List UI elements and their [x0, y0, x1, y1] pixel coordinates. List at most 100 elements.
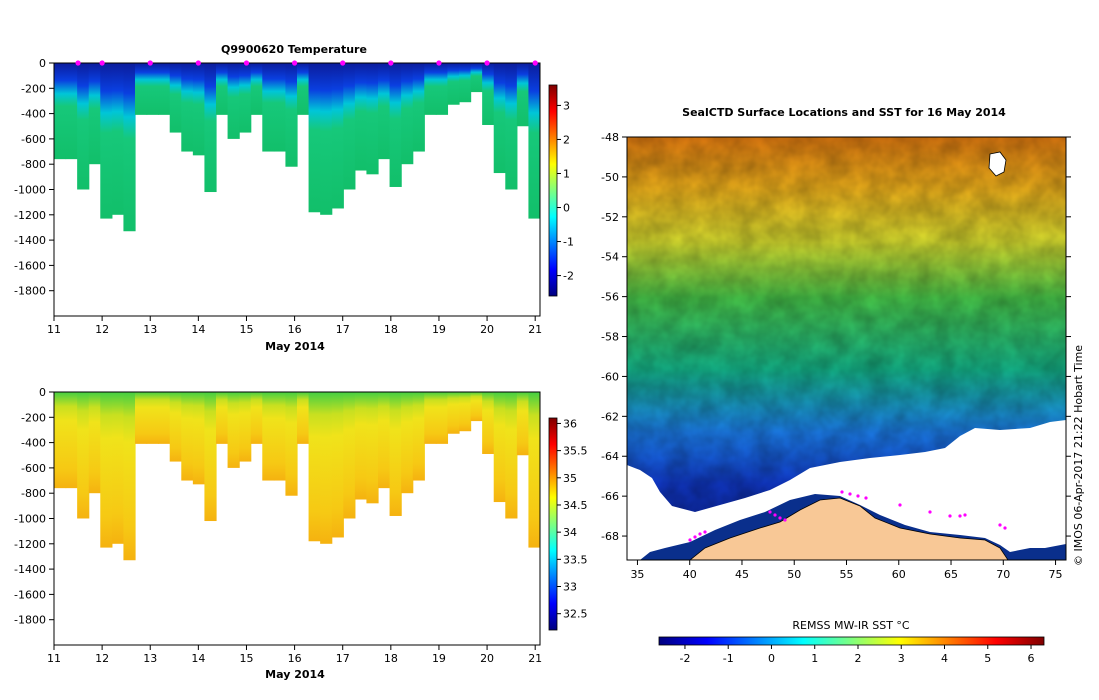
sst-colorbar-label: 3: [898, 652, 905, 665]
salinity-x-tick-label: 19: [432, 652, 446, 665]
temperature-profile-bar: [111, 63, 125, 215]
profile-marker: [388, 60, 394, 66]
sst-map-panel: SealCTD Surface Locations and SST for 16…: [601, 106, 1071, 665]
temperature-x-tick-label: 17: [336, 323, 350, 336]
map-y-tick-label: -50: [601, 171, 619, 184]
temperature-x-tick-label: 19: [432, 323, 446, 336]
seal-location-marker: [864, 496, 868, 500]
seal-location-marker: [958, 514, 962, 518]
sst-field: [627, 137, 1066, 560]
map-y-tick-label: -64: [601, 450, 619, 463]
kerguelen-island: [988, 151, 1007, 177]
temperature-y-tick-label: -1200: [14, 209, 46, 222]
map-y-tick-label: -62: [601, 410, 619, 423]
salinity-profile-bar: [516, 392, 530, 456]
salinity-profile-bar: [123, 392, 136, 561]
temperature-profile-bar: [389, 63, 402, 187]
temperature-colorbar: [548, 84, 558, 297]
salinity-profile-bar: [135, 392, 148, 444]
temperature-profile-bar: [239, 63, 252, 133]
salinity-profile-bar: [297, 392, 310, 444]
sst-colorbar-label: 2: [854, 652, 861, 665]
seal-location-marker: [998, 523, 1002, 527]
salinity-profile-bar: [88, 392, 101, 494]
seal-location-marker: [783, 518, 787, 522]
temperature-colorbar-label: 0: [563, 202, 570, 215]
temperature-profile-bar: [100, 63, 113, 219]
sst-colorbar-label: 0: [768, 652, 775, 665]
temperature-profile-bar: [204, 63, 217, 193]
temperature-profile-bar: [528, 63, 540, 219]
salinity-y-tick-label: -1400: [14, 563, 46, 576]
temperature-profile-bar: [285, 63, 298, 167]
temperature-profile-bar: [54, 63, 67, 160]
temperature-x-tick-label: 18: [384, 323, 398, 336]
salinity-x-tick-label: 12: [95, 652, 109, 665]
sst-colorbar-label: 4: [941, 652, 948, 665]
map-x-tick-label: 55: [840, 568, 854, 581]
temperature-colorbar-label: 2: [563, 133, 570, 146]
temperature-profile-bar: [412, 63, 425, 152]
salinity-profile-bar: [192, 392, 206, 485]
salinity-profile-bar: [470, 392, 483, 422]
salinity-section-panel: 11 12 13 14 15 16 17 18 19 20 21 0 -200 -400 -600 -800 -…: [14, 386, 587, 681]
map-y-tick-label: -56: [601, 291, 619, 304]
temperature-profiles: [54, 63, 540, 232]
salinity-x-tick-label: 17: [336, 652, 350, 665]
salinity-profile-bar: [528, 392, 540, 548]
temperature-profile-bar: [459, 63, 472, 103]
temperature-colorbar-label: 3: [563, 99, 570, 112]
salinity-x-tick-label: 15: [239, 652, 253, 665]
salinity-x-tick-label: 18: [384, 652, 398, 665]
sst-colorbar-label: -1: [723, 652, 734, 665]
sst-colorbar-ticks: -2 -1 0 1 2 3 4 5 6: [679, 645, 1035, 665]
salinity-profile-bar: [227, 392, 240, 468]
profile-marker: [147, 60, 153, 66]
salinity-y-tick-label: -200: [21, 411, 46, 424]
salinity-colorbar-label: 32.5: [563, 608, 588, 621]
profile-marker: [99, 60, 105, 66]
map-y-tick-label: -66: [601, 490, 619, 503]
chart-title: Q9900620 Temperature: [221, 43, 367, 56]
temperature-x-tick-label: 20: [480, 323, 494, 336]
map-y-tick-label: -68: [601, 530, 619, 543]
salinity-colorbar-label: 35: [563, 472, 577, 485]
salinity-profile-bar: [308, 392, 321, 542]
salinity-profile-bar: [54, 392, 67, 489]
salinity-profile-bar: [366, 392, 379, 504]
map-x-tick-label: 75: [1049, 568, 1063, 581]
salinity-axes: 11 12 13 14 15 16 17 18 19 20 21 0 -200 -400 -600 -800 -…: [14, 386, 542, 665]
temperature-profile-bar: [308, 63, 321, 213]
seal-location-marker: [688, 538, 692, 542]
salinity-colorbar-label: 33.5: [563, 553, 588, 566]
temperature-profile-bar: [262, 63, 275, 152]
temperature-profile-bar: [123, 63, 136, 232]
temperature-y-tick-label: -1600: [14, 259, 46, 272]
temperature-profile-bar: [320, 63, 333, 215]
profile-marker: [291, 60, 298, 66]
sst-colorbar-label: 1: [811, 652, 818, 665]
temperature-colorbar-label: -2: [563, 270, 574, 283]
profile-marker: [195, 60, 201, 66]
map-title: SealCTD Surface Locations and SST for 16…: [682, 106, 1006, 119]
temperature-profile-bar: [343, 63, 356, 190]
map-y-tick-label: -52: [601, 211, 619, 224]
map-x-tick-label: 45: [735, 568, 749, 581]
map-x-tick-label: 50: [787, 568, 801, 581]
x-axis-label: May 2014: [265, 668, 325, 681]
seal-location-marker: [856, 494, 860, 498]
salinity-profile-bar: [65, 392, 78, 489]
temperature-profile-bar: [493, 63, 506, 174]
temperature-profile-bar: [77, 63, 90, 190]
temperature-y-tick-label: -1800: [14, 285, 46, 298]
salinity-profile-bar: [273, 392, 287, 481]
temperature-axes: 11 12 13 14 15 16 17 18 19 20 21 0 -200 -400 -600 -800 -…: [14, 57, 542, 336]
temperature-y-tick-label: -400: [21, 108, 46, 121]
seal-location-marker: [778, 516, 782, 520]
seal-location-marker: [773, 513, 777, 517]
salinity-x-tick-label: 14: [191, 652, 205, 665]
temperature-colorbar-label: 1: [563, 167, 570, 180]
map-x-tick-label: 65: [944, 568, 958, 581]
sst-colorbar-label: -2: [679, 652, 690, 665]
salinity-profile-bar: [239, 392, 252, 462]
